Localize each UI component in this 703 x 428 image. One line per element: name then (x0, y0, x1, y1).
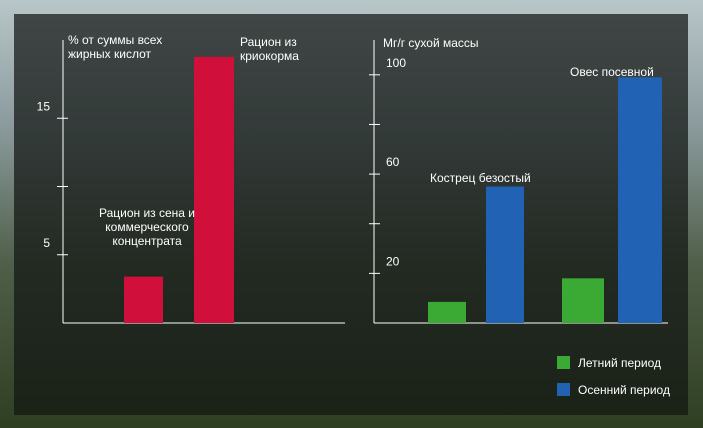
annotation: Рацион из криокорма (240, 35, 299, 63)
bar (428, 301, 466, 323)
y-tick-label: 60 (386, 155, 400, 169)
bar (562, 278, 604, 323)
panel (14, 14, 688, 415)
y-tick-label: 5 (43, 236, 50, 250)
bar (618, 77, 662, 323)
bar (194, 56, 234, 323)
bar (124, 276, 163, 323)
bar (486, 186, 524, 323)
y-tick-label: 20 (386, 254, 400, 268)
legend-swatch (557, 356, 570, 369)
annotation: Рацион из сена и коммерческого концентра… (98, 206, 196, 248)
annotation: Кострец безостый (430, 171, 531, 185)
legend-label: Летний период (578, 356, 661, 370)
y-axis-label: % от суммы всех жирных кислот (68, 33, 163, 61)
y-tick-label: 100 (386, 56, 406, 70)
y-tick-label: 15 (37, 99, 51, 113)
y-axis-label: Мг/г сухой массы (383, 36, 479, 50)
legend-swatch (557, 383, 570, 396)
legend-label: Осенний период (578, 383, 670, 397)
annotation: Овес посевной (570, 65, 654, 79)
